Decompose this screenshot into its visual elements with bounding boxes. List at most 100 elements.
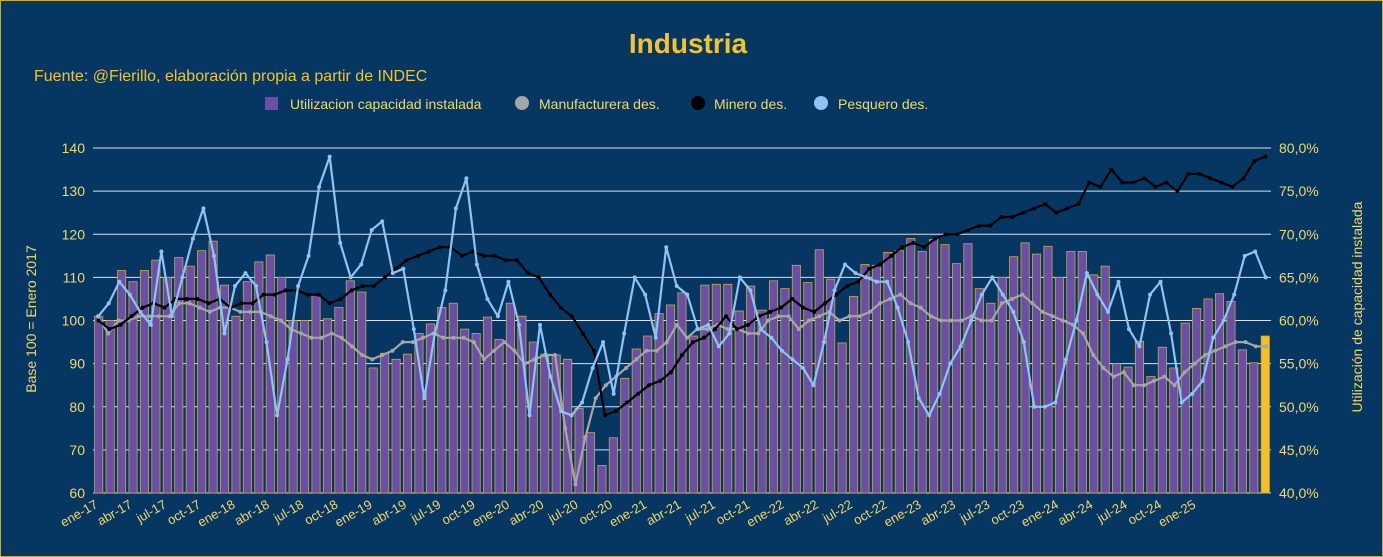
- point-pesquero: [1200, 378, 1205, 383]
- bar-capacidad: [174, 257, 184, 494]
- point-pesquero: [495, 314, 500, 319]
- point-minero: [1241, 176, 1246, 181]
- point-minero: [569, 314, 574, 319]
- series-lines: [96, 154, 1268, 487]
- point-pesquero: [254, 284, 259, 288]
- point-manufacturera: [674, 322, 679, 327]
- point-pesquero: [538, 322, 543, 327]
- point-pesquero: [117, 279, 122, 284]
- point-pesquero: [727, 331, 732, 336]
- point-pesquero: [885, 279, 890, 284]
- point-manufacturera: [806, 318, 811, 323]
- y-tick-left: 110: [63, 269, 86, 285]
- point-minero: [1219, 180, 1224, 185]
- point-manufacturera: [918, 305, 923, 310]
- point-manufacturera: [593, 396, 598, 401]
- point-minero: [536, 275, 541, 280]
- point-minero: [790, 296, 795, 301]
- point-pesquero: [1190, 391, 1195, 396]
- chart-subtitle: Fuente: @Fierillo, elaboración propia a …: [34, 68, 427, 85]
- point-manufacturera: [644, 348, 649, 353]
- point-manufacturera: [1060, 318, 1065, 323]
- x-tick: ene-18: [195, 497, 238, 530]
- bar-capacidad: [483, 316, 493, 494]
- x-tick: jul-22: [819, 497, 855, 526]
- bar-capacidad: [768, 280, 779, 494]
- bar-capacidad: [1192, 308, 1202, 494]
- point-manufacturera: [492, 348, 497, 353]
- bar-capacidad: [368, 367, 378, 494]
- bar-capacidad: [917, 251, 927, 494]
- bar-capacidad: [997, 276, 1007, 494]
- bar-capacidad: [1146, 376, 1156, 494]
- x-tick: ene-23: [881, 497, 924, 530]
- point-manufacturera: [410, 340, 415, 345]
- bar-capacidad: [597, 464, 607, 494]
- point-pesquero: [306, 253, 311, 258]
- point-pesquero: [138, 309, 143, 314]
- point-manufacturera: [1263, 344, 1268, 349]
- point-minero: [426, 249, 431, 254]
- point-pesquero: [317, 184, 322, 189]
- bar-capacidad: [471, 333, 481, 494]
- point-manufacturera: [1111, 374, 1116, 379]
- point-manufacturera: [573, 482, 578, 487]
- y-tick-left: 60: [69, 485, 85, 501]
- point-pesquero: [485, 296, 490, 301]
- point-pesquero: [906, 340, 911, 345]
- point-minero: [680, 353, 684, 357]
- point-pesquero: [559, 409, 564, 414]
- series-minero: [96, 154, 1268, 418]
- point-manufacturera: [989, 318, 994, 323]
- point-manufacturera: [685, 335, 690, 340]
- point-minero: [547, 292, 552, 297]
- point-pesquero: [800, 365, 805, 370]
- point-manufacturera: [380, 353, 385, 357]
- y-tick-right: 60,0%: [1279, 313, 1319, 329]
- bar-capacidad: [311, 294, 321, 494]
- y-tick-left: 80: [69, 399, 85, 415]
- point-pesquero: [1053, 400, 1058, 405]
- point-pesquero: [737, 275, 742, 280]
- point-minero: [1164, 180, 1169, 185]
- bar-capacidad: [128, 281, 138, 494]
- bar-capacidad: [517, 315, 527, 494]
- bar-capacidad: [631, 348, 641, 494]
- bar-capacidad: [254, 261, 264, 494]
- y-tick-left: 70: [69, 442, 85, 458]
- bar-capacidad: [380, 352, 390, 494]
- bar-capacidad: [837, 342, 847, 494]
- point-minero: [724, 314, 729, 319]
- bar-capacidad: [197, 250, 207, 494]
- point-pesquero: [580, 400, 585, 405]
- x-tick: abr-22: [781, 497, 821, 529]
- point-manufacturera: [1162, 374, 1167, 379]
- legend: Utilizacion capacidad instalada Manufact…: [265, 96, 928, 112]
- bar-capacidad: [1100, 265, 1110, 494]
- point-minero: [1098, 184, 1103, 189]
- point-pesquero: [948, 361, 953, 366]
- point-manufacturera: [979, 318, 984, 323]
- point-manufacturera: [624, 365, 629, 370]
- chart-title: Industria: [629, 28, 748, 59]
- point-minero: [580, 331, 585, 336]
- point-minero: [823, 301, 828, 306]
- point-manufacturera: [817, 314, 822, 319]
- point-minero: [1263, 154, 1268, 159]
- point-pesquero: [611, 391, 616, 396]
- bar-capacidad: [185, 265, 195, 494]
- point-minero: [96, 318, 101, 323]
- point-minero: [1252, 158, 1257, 163]
- point-minero: [691, 340, 696, 345]
- bar-capacidad: [1169, 367, 1179, 494]
- point-pesquero: [1232, 292, 1237, 297]
- point-minero: [944, 232, 949, 237]
- point-pesquero: [222, 331, 227, 336]
- y-axis-left-label: Base 100 = Enero 2017: [23, 245, 39, 393]
- point-pesquero: [159, 249, 164, 254]
- bar-capacidad: [643, 335, 653, 494]
- bar-capacidad: [1249, 362, 1259, 494]
- point-minero: [834, 292, 839, 297]
- point-minero: [613, 409, 618, 414]
- point-pesquero: [1148, 292, 1153, 297]
